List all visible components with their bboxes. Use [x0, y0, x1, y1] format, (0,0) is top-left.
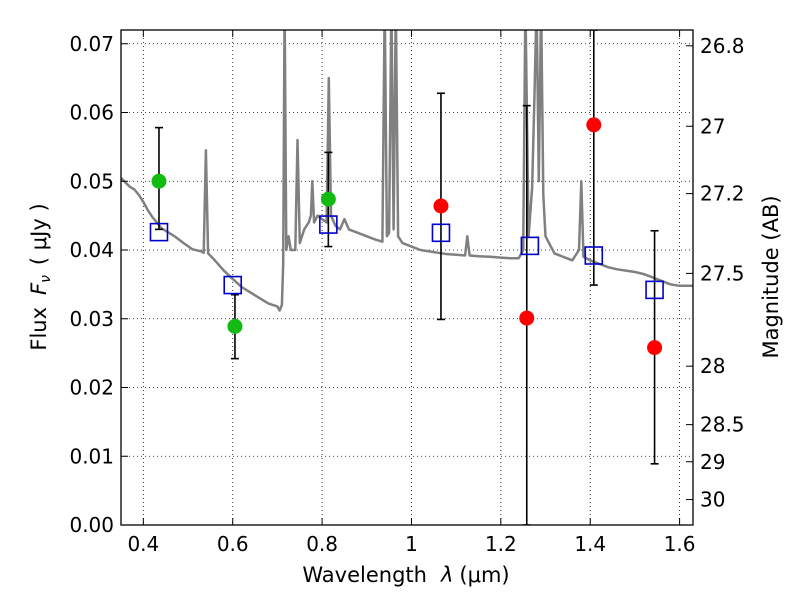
- model-point: [520, 236, 540, 256]
- observed-points: [151, 117, 663, 356]
- observed-point: [320, 191, 336, 207]
- x-tick-label: 0.8: [306, 532, 338, 556]
- y-tick-label: 0.02: [69, 376, 114, 400]
- y2-axis-label: Magnitude (AB): [759, 195, 783, 358]
- model-point: [149, 222, 169, 242]
- y-axis-label: FluxFν( μJy ): [27, 203, 54, 350]
- y-tick-label: 0.03: [69, 307, 114, 331]
- observed-point: [519, 310, 535, 326]
- y-tick-label: 0.00: [69, 513, 114, 537]
- y2-tick-label: 27.5: [700, 261, 745, 285]
- y2-tick-label: 30: [700, 488, 725, 512]
- x-tick-label: 1: [405, 532, 418, 556]
- y-tick-label: 0.06: [69, 101, 114, 125]
- plot-frame: [120, 29, 694, 526]
- y2-tick-label: 28.5: [700, 413, 745, 437]
- y-tick-labels: 0.00 0.01 0.02 0.03 0.04 0.05 0.06 0.07: [69, 32, 114, 537]
- axis-ticks: [121, 30, 693, 526]
- model-point: [645, 280, 664, 300]
- model-point: [319, 215, 338, 234]
- y2-tick-label: 29: [700, 450, 725, 474]
- observed-point: [647, 340, 663, 356]
- observed-point: [586, 117, 602, 133]
- model-point: [584, 246, 604, 265]
- y-tick-label: 0.05: [69, 169, 114, 193]
- grid: [121, 30, 693, 526]
- y2-tick-labels: 26.8 27 27.2 27.5 28 28.5 29 30: [700, 34, 745, 512]
- y2-tick-label: 27.2: [700, 182, 745, 206]
- x-tick-label: 1.4: [574, 532, 606, 556]
- x-tick-label: 1.2: [485, 532, 517, 556]
- y-tick-label: 0.01: [69, 444, 114, 468]
- x-tick-labels: 0.4 0.6 0.8 1 1.2 1.4 1.6: [127, 532, 695, 556]
- model-point: [223, 275, 243, 295]
- observed-point: [433, 198, 449, 214]
- x-tick-label: 0.4: [127, 532, 159, 556]
- template-spectrum-line: [121, 30, 693, 312]
- y-tick-label: 0.04: [69, 238, 114, 262]
- template-spectrum: [121, 30, 693, 312]
- x-axis-label: Wavelength λ (μm): [302, 563, 509, 587]
- observed-point: [227, 318, 243, 334]
- y2-tick-label: 28: [700, 354, 725, 378]
- model-point: [431, 223, 451, 243]
- x-tick-label: 0.6: [217, 532, 249, 556]
- y-tick-label: 0.07: [69, 32, 114, 56]
- observed-point: [151, 173, 167, 189]
- y2-tick-label: 26.8: [700, 34, 745, 58]
- x-tick-label: 1.6: [664, 532, 696, 556]
- y2-tick-label: 27: [700, 114, 725, 138]
- model-points: [149, 215, 664, 300]
